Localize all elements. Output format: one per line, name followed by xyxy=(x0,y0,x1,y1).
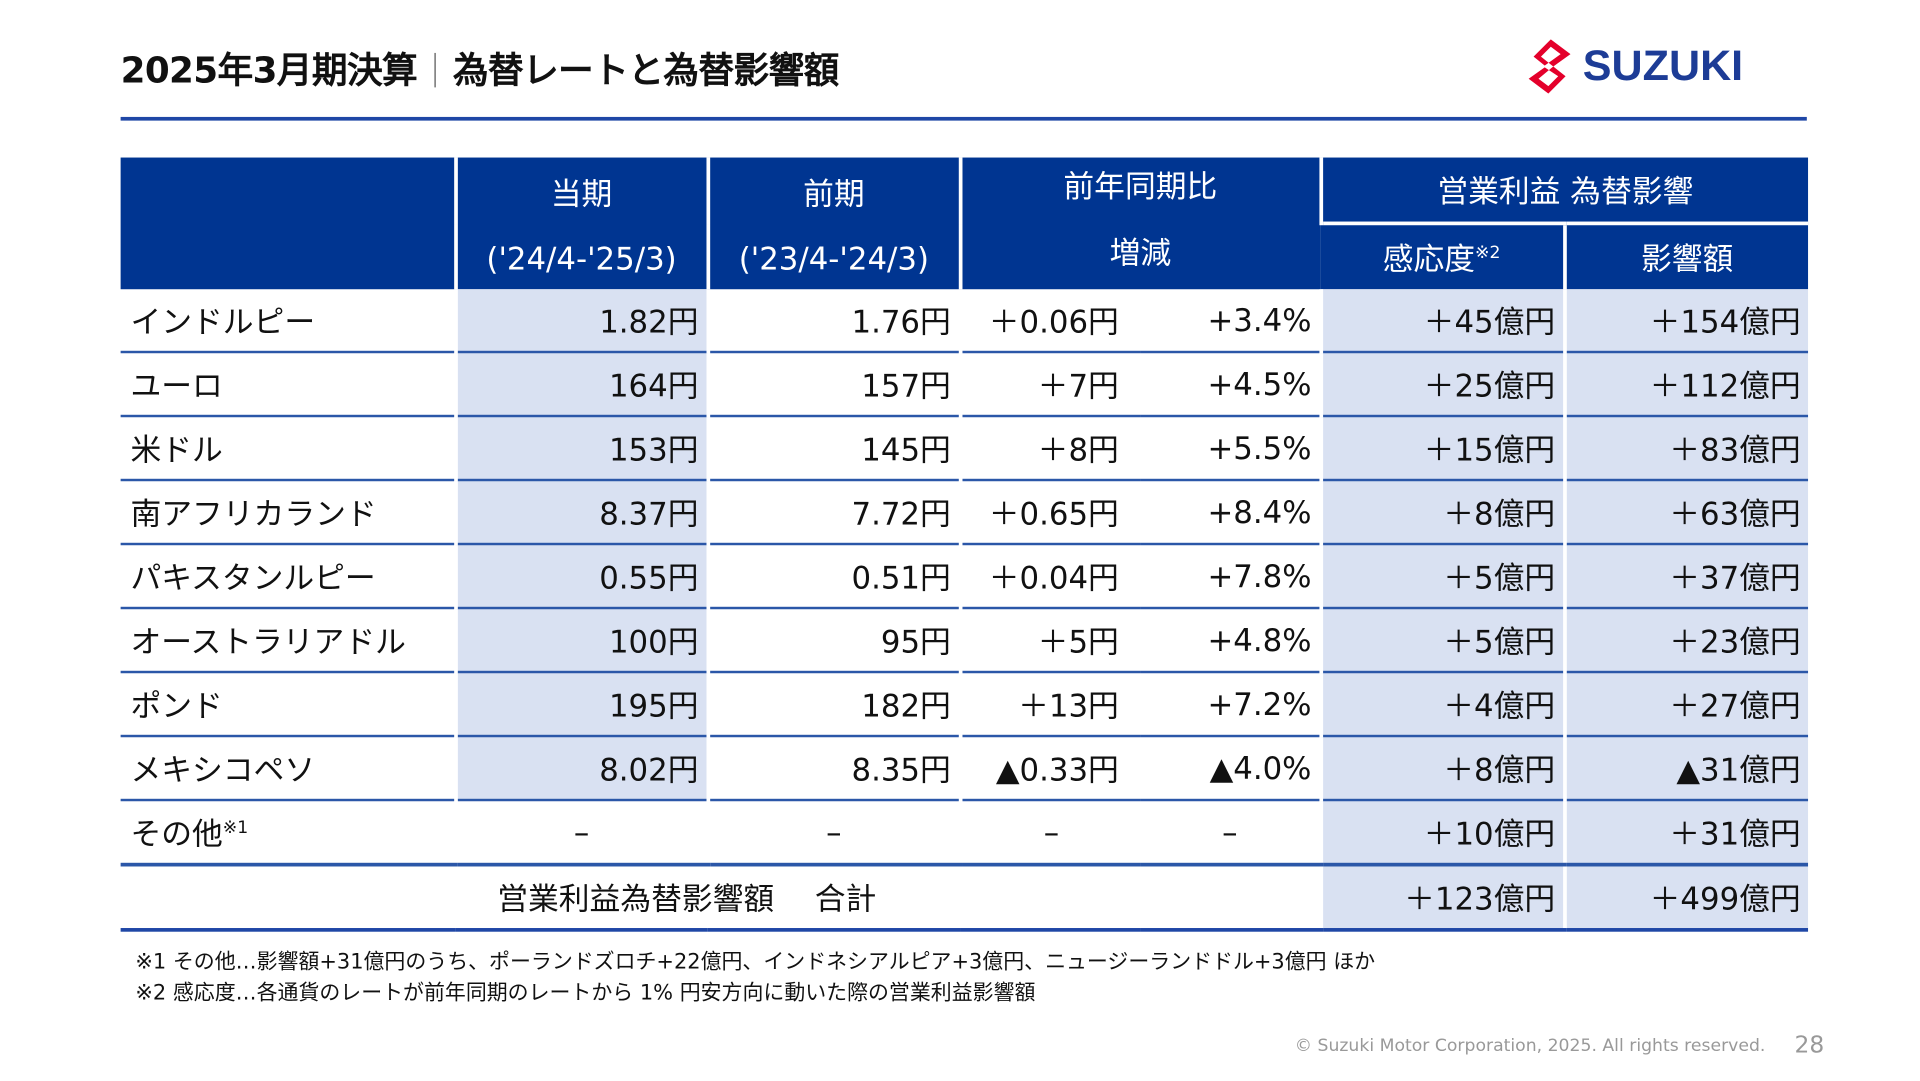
rate-change-pct: +4.5% xyxy=(1140,352,1321,418)
previous-rate: 95円 xyxy=(705,608,961,674)
impact-value: ＋63億円 xyxy=(1562,480,1809,546)
sensitivity-value: ＋8億円 xyxy=(1318,736,1565,802)
title-divider xyxy=(434,52,436,88)
total-sensitivity: ＋123億円 xyxy=(1318,864,1565,932)
rate-change-pct: ▲4.0% xyxy=(1140,736,1321,802)
table-row: ポンド 195円 182円 ＋13円 +7.2% ＋4億円 ＋27億円 xyxy=(120,672,1809,738)
table-row: パキスタンルピー 0.55円 0.51円 ＋0.04円 +7.8% ＋5億円 ＋… xyxy=(120,544,1809,610)
table-row: メキシコペソ 8.02円 8.35円 ▲0.33円 ▲4.0% ＋8億円 ▲31… xyxy=(120,736,1809,802)
title-rule xyxy=(120,116,1807,121)
impact-value: ＋37億円 xyxy=(1562,544,1809,610)
current-rate: 153円 xyxy=(453,416,708,482)
previous-rate: 8.35円 xyxy=(705,736,961,802)
sensitivity-value: ＋5億円 xyxy=(1318,608,1565,674)
rate-change-pct: +5.5% xyxy=(1140,416,1321,482)
page-number: 28 xyxy=(1794,1031,1825,1059)
footnotes: ※1 その他…影響額+31億円のうち、ポーランドズロチ+22億円、インドネシアル… xyxy=(135,948,1375,1010)
current-rate: 1.82円 xyxy=(453,289,708,354)
table-row: 米ドル 153円 145円 ＋8円 +5.5% ＋15億円 ＋83億円 xyxy=(120,416,1809,482)
currency-name: その他※1 xyxy=(120,800,456,867)
impact-value: ＋23億円 xyxy=(1562,608,1809,674)
impact-value: ＋31億円 xyxy=(1562,800,1809,867)
rate-change-pct: +7.2% xyxy=(1140,672,1321,738)
rate-change: ＋0.04円 xyxy=(958,544,1141,610)
impact-value: ＋27億円 xyxy=(1562,672,1809,738)
table-row: ユーロ 164円 157円 ＋7円 +4.5% ＋25億円 ＋112億円 xyxy=(120,352,1809,418)
title-fiscal: 2025年3月期決算 xyxy=(120,49,418,92)
previous-rate: 157円 xyxy=(705,352,961,418)
current-rate: 100円 xyxy=(453,608,708,674)
currency-name: メキシコペソ xyxy=(120,736,456,802)
currency-name: 南アフリカランド xyxy=(120,480,456,546)
header-impact: 影響額 xyxy=(1562,221,1809,290)
current-rate: 195円 xyxy=(453,672,708,738)
rate-change-pct: +3.4% xyxy=(1140,289,1321,354)
current-rate: 164円 xyxy=(453,352,708,418)
total-label: 営業利益為替影響額 合計 xyxy=(120,864,1321,932)
sensitivity-value: ＋15億円 xyxy=(1318,416,1565,482)
table-row: インドルピー 1.82円 1.76円 ＋0.06円 +3.4% ＋45億円 ＋1… xyxy=(120,289,1809,354)
rate-change: ▲0.33円 xyxy=(958,736,1141,802)
currency-name: インドルピー xyxy=(120,289,456,354)
currency-name: パキスタンルピー xyxy=(120,544,456,610)
rate-change: ＋8円 xyxy=(958,416,1141,482)
currency-name: ポンド xyxy=(120,672,456,738)
total-impact: ＋499億円 xyxy=(1562,864,1809,932)
header-previous: 前期 ('23/4-'24/3) xyxy=(705,157,961,290)
previous-rate: 0.51円 xyxy=(705,544,961,610)
table-row-other: その他※1 – – – – ＋10億円 ＋31億円 xyxy=(120,800,1809,867)
rate-change: ＋7円 xyxy=(958,352,1141,418)
rate-change: – xyxy=(958,800,1141,867)
footnote-2: ※2 感応度…各通貨のレートが前年同期のレートから 1% 円安方向に動いた際の営… xyxy=(135,980,1036,1006)
footnote-1: ※1 その他…影響額+31億円のうち、ポーランドズロチ+22億円、インドネシアル… xyxy=(135,950,1376,975)
logo-wordmark: SUZUKI xyxy=(1582,41,1744,90)
currency-name: 米ドル xyxy=(120,416,456,482)
header-blank xyxy=(120,157,456,290)
impact-value: ＋154億円 xyxy=(1562,289,1809,354)
sensitivity-value: ＋45億円 xyxy=(1318,289,1565,354)
previous-rate: 1.76円 xyxy=(705,289,961,354)
currency-name: ユーロ xyxy=(120,352,456,418)
sensitivity-value: ＋4億円 xyxy=(1318,672,1565,738)
sensitivity-value: ＋10億円 xyxy=(1318,800,1565,867)
sensitivity-value: ＋8億円 xyxy=(1318,480,1565,546)
impact-value: ▲31億円 xyxy=(1562,736,1809,802)
rate-change: ＋0.06円 xyxy=(958,289,1141,354)
page-title: 2025年3月期決算 為替レートと為替影響額 xyxy=(120,42,840,94)
rate-change: ＋13円 xyxy=(958,672,1141,738)
header-yoy: 前年同期比 増減 xyxy=(958,157,1321,290)
header-current: 当期 ('24/4-'25/3) xyxy=(453,157,708,290)
previous-rate: 7.72円 xyxy=(705,480,961,546)
current-rate: 8.02円 xyxy=(453,736,708,802)
sensitivity-value: ＋5億円 xyxy=(1318,544,1565,610)
table-row-total: 営業利益為替影響額 合計 ＋123億円 ＋499億円 xyxy=(120,864,1809,932)
current-rate: 0.55円 xyxy=(453,544,708,610)
rate-change-pct: +8.4% xyxy=(1140,480,1321,546)
current-rate: – xyxy=(453,800,708,867)
impact-value: ＋112億円 xyxy=(1562,352,1809,418)
table-row: オーストラリアドル 100円 95円 ＋5円 +4.8% ＋5億円 ＋23億円 xyxy=(120,608,1809,674)
previous-rate: 145円 xyxy=(705,416,961,482)
sensitivity-value: ＋25億円 xyxy=(1318,352,1565,418)
rate-change-pct: +4.8% xyxy=(1140,608,1321,674)
previous-rate: 182円 xyxy=(705,672,961,738)
suzuki-logo: SUZUKI xyxy=(1526,39,1744,94)
rate-change-pct: – xyxy=(1140,800,1321,867)
currency-name: オーストラリアドル xyxy=(120,608,456,674)
rate-change: ＋5円 xyxy=(958,608,1141,674)
fx-table: 当期 ('24/4-'25/3) 前期 ('23/4-'24/3) 前年同期比 増減 … xyxy=(120,157,1809,932)
title-topic: 為替レートと為替影響額 xyxy=(452,49,839,92)
rate-change-pct: +7.8% xyxy=(1140,544,1321,610)
header-impact-group: 営業利益 為替影響 xyxy=(1318,157,1809,224)
rate-change: ＋0.65円 xyxy=(958,480,1141,546)
impact-value: ＋83億円 xyxy=(1562,416,1809,482)
table-row: 南アフリカランド 8.37円 7.72円 ＋0.65円 +8.4% ＋8億円 ＋… xyxy=(120,480,1809,546)
previous-rate: – xyxy=(705,800,961,867)
header-sensitivity: 感応度※2 xyxy=(1320,221,1565,290)
suzuki-s-icon xyxy=(1528,39,1571,94)
current-rate: 8.37円 xyxy=(453,480,708,546)
copyright: © Suzuki Motor Corporation, 2025. All ri… xyxy=(1294,1036,1766,1057)
